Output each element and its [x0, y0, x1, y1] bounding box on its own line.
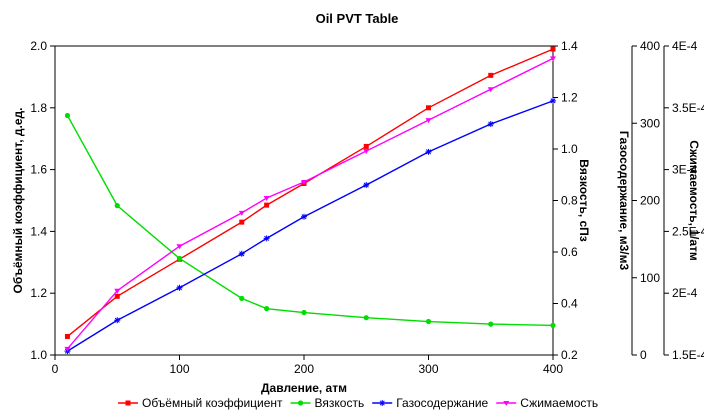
ct-tick-label: 2.5E-4 [672, 224, 704, 238]
mu-tick-label: 1.0 [561, 142, 578, 156]
mu-tick-label: 0.6 [561, 245, 578, 259]
data-point [263, 196, 270, 202]
data-point [363, 315, 369, 321]
data-point [550, 46, 556, 52]
ct-tick-label: 3.5E-4 [672, 101, 704, 115]
legend-item: Газосодержание [372, 396, 489, 410]
mu-tick-label: 0.4 [561, 297, 578, 311]
rs-tick-label: 400 [640, 39, 660, 53]
series-2 [64, 97, 556, 355]
rs-tick-label: 0 [640, 348, 647, 362]
data-point [114, 317, 121, 324]
data-point [487, 121, 494, 128]
mu-tick-label: 0.2 [561, 348, 578, 362]
data-point [425, 148, 432, 155]
data-point [488, 72, 494, 78]
data-point [176, 255, 183, 262]
legend-item: Сжимаемость [496, 396, 598, 410]
legend-label: Вязкость [315, 396, 365, 410]
rs-tick-label: 300 [640, 116, 660, 130]
ct-tick-label: 4E-4 [672, 39, 698, 53]
data-point [263, 235, 270, 242]
data-point [301, 213, 307, 220]
data-point [363, 149, 370, 155]
series-0 [64, 46, 556, 339]
axes-layer: 0 100 200 300 400 1.0 1.2 1.4 1.6 1.8 2.0 Объёмный … [11, 39, 704, 376]
legend-swatch-marker [297, 400, 304, 406]
data-point [176, 284, 183, 291]
rs-tick-label: 100 [640, 271, 660, 285]
bo-tick-label: 2.0 [30, 39, 47, 53]
data-point [488, 321, 494, 327]
data-point [264, 202, 270, 208]
series-line [67, 48, 554, 338]
bo-tick-label: 1.4 [30, 224, 47, 238]
legend-swatch-marker [379, 400, 386, 406]
legend: Объёмный коэффициент Вязкость Газосодержан… [118, 396, 598, 410]
legend-label: Объёмный коэффициент [142, 396, 283, 410]
data-point [550, 322, 556, 328]
x-tick-label: 400 [543, 362, 563, 376]
legend-swatch-marker [503, 401, 510, 406]
data-point [264, 306, 270, 312]
ct-tick-label: 2E-4 [672, 286, 698, 300]
data-point [114, 288, 121, 294]
data-point [550, 56, 556, 62]
bo-tick-label: 1.8 [30, 101, 47, 115]
ct-tick-label: 1.5E-4 [672, 348, 704, 362]
x-axis-title: Давление, атм [261, 381, 347, 395]
data-point [425, 118, 432, 124]
series-layer [64, 46, 556, 355]
plot-frame [54, 45, 554, 356]
data-point [425, 318, 432, 325]
data-point [114, 203, 120, 209]
x-tick-label: 100 [169, 362, 189, 376]
data-point [426, 105, 431, 111]
data-point [238, 210, 245, 216]
data-point [301, 179, 307, 185]
rs-axis-title: Газосодержание, м3/м3 [617, 131, 631, 271]
bo-tick-label: 1.2 [30, 286, 47, 300]
data-point [238, 250, 245, 257]
legend-label: Сжимаемость [520, 396, 598, 410]
legend-item: Объёмный коэффициент [118, 396, 283, 410]
legend-swatch-marker [125, 400, 131, 406]
data-point [114, 293, 120, 299]
bo-axis-title: Объёмный коэффициент, д.ед. [11, 107, 25, 293]
legend-item: Вязкость [290, 396, 365, 410]
series-line [66, 115, 554, 327]
series-1 [64, 112, 556, 328]
data-point [64, 346, 71, 352]
mu-axis-title: Вязкость, сПз [577, 159, 591, 242]
series-line [67, 100, 554, 352]
mu-tick-label: 1.2 [561, 91, 578, 105]
x-tick-label: 300 [418, 362, 438, 376]
data-point [487, 87, 494, 93]
legend-label: Газосодержание [396, 396, 488, 410]
data-point [239, 219, 245, 225]
data-point [363, 182, 370, 189]
bo-tick-label: 1.0 [30, 348, 47, 362]
data-point [363, 143, 369, 149]
series-3 [64, 56, 556, 352]
data-point [64, 333, 70, 339]
data-point [550, 97, 556, 104]
data-point [239, 295, 245, 301]
rs-tick-label: 200 [640, 194, 660, 208]
mu-tick-label: 0.8 [561, 194, 578, 208]
mu-tick-label: 1.4 [561, 39, 578, 53]
data-point [176, 244, 183, 250]
series-line [66, 57, 554, 350]
x-tick-label: 0 [52, 362, 59, 376]
bo-tick-label: 1.6 [30, 163, 47, 177]
x-tick-label: 200 [294, 362, 314, 376]
chart-title: Oil PVT Table [316, 11, 399, 26]
ct-tick-label: 3E-4 [672, 163, 698, 177]
ct-axis-title: Сжимаемость, 1/атм [687, 140, 701, 261]
data-point [301, 309, 307, 316]
data-point [64, 112, 71, 119]
